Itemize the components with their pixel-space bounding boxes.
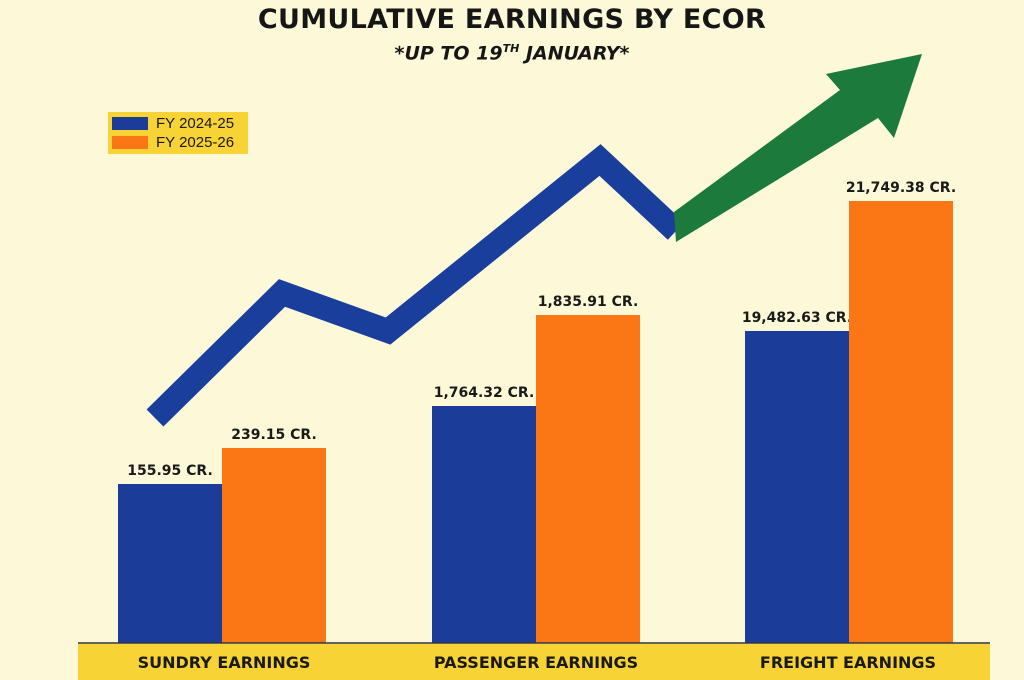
category-labels-group: SUNDRY EARNINGS PASSENGER EARNINGS FREIGHT… xyxy=(138,653,936,672)
data-label-1-0: 1,764.32 CR. xyxy=(434,385,535,401)
legend: FY 2024-25 FY 2025-26 xyxy=(108,112,248,154)
subtitle-pre: *UP TO 19 xyxy=(394,42,503,65)
chart-title: CUMULATIVE EARNINGS BY ECOR xyxy=(257,4,767,35)
legend-swatch-fy2024-25 xyxy=(112,117,148,130)
bar-2-1 xyxy=(849,201,953,643)
legend-label-fy2025-26: FY 2025-26 xyxy=(156,134,235,151)
bar-1-1 xyxy=(536,315,640,643)
trend-arrow-green xyxy=(674,54,922,242)
subtitle-post: JANUARY* xyxy=(519,42,630,65)
legend-label-fy2024-25: FY 2024-25 xyxy=(156,115,235,132)
category-label-2: FREIGHT EARNINGS xyxy=(760,653,936,672)
baseline-band xyxy=(78,644,990,680)
category-label-0: SUNDRY EARNINGS xyxy=(138,653,311,672)
data-label-2-1: 21,749.38 CR. xyxy=(846,180,956,196)
legend-item-fy2024-25: FY 2024-25 xyxy=(108,114,248,133)
data-label-2-0: 19,482.63 CR. xyxy=(742,310,852,326)
category-label-1: PASSENGER EARNINGS xyxy=(434,653,638,672)
data-label-1-1: 1,835.91 CR. xyxy=(538,294,639,310)
bar-2-0 xyxy=(745,331,849,643)
legend-item-fy2025-26: FY 2025-26 xyxy=(108,133,248,152)
bar-0-0 xyxy=(118,484,222,643)
bars-group: 155.95 CR. 239.15 CR. 1,764.32 CR. 1,835.91… xyxy=(118,180,956,643)
data-label-0-0: 155.95 CR. xyxy=(127,463,213,479)
bar-1-0 xyxy=(432,406,536,643)
subtitle-sup: TH xyxy=(502,42,520,55)
trend-arrow-blue xyxy=(146,144,685,427)
bar-0-1 xyxy=(222,448,326,643)
data-label-0-1: 239.15 CR. xyxy=(231,427,317,443)
legend-swatch-fy2025-26 xyxy=(112,136,148,149)
chart-subtitle: *UP TO 19TH JANUARY* xyxy=(0,42,1024,64)
